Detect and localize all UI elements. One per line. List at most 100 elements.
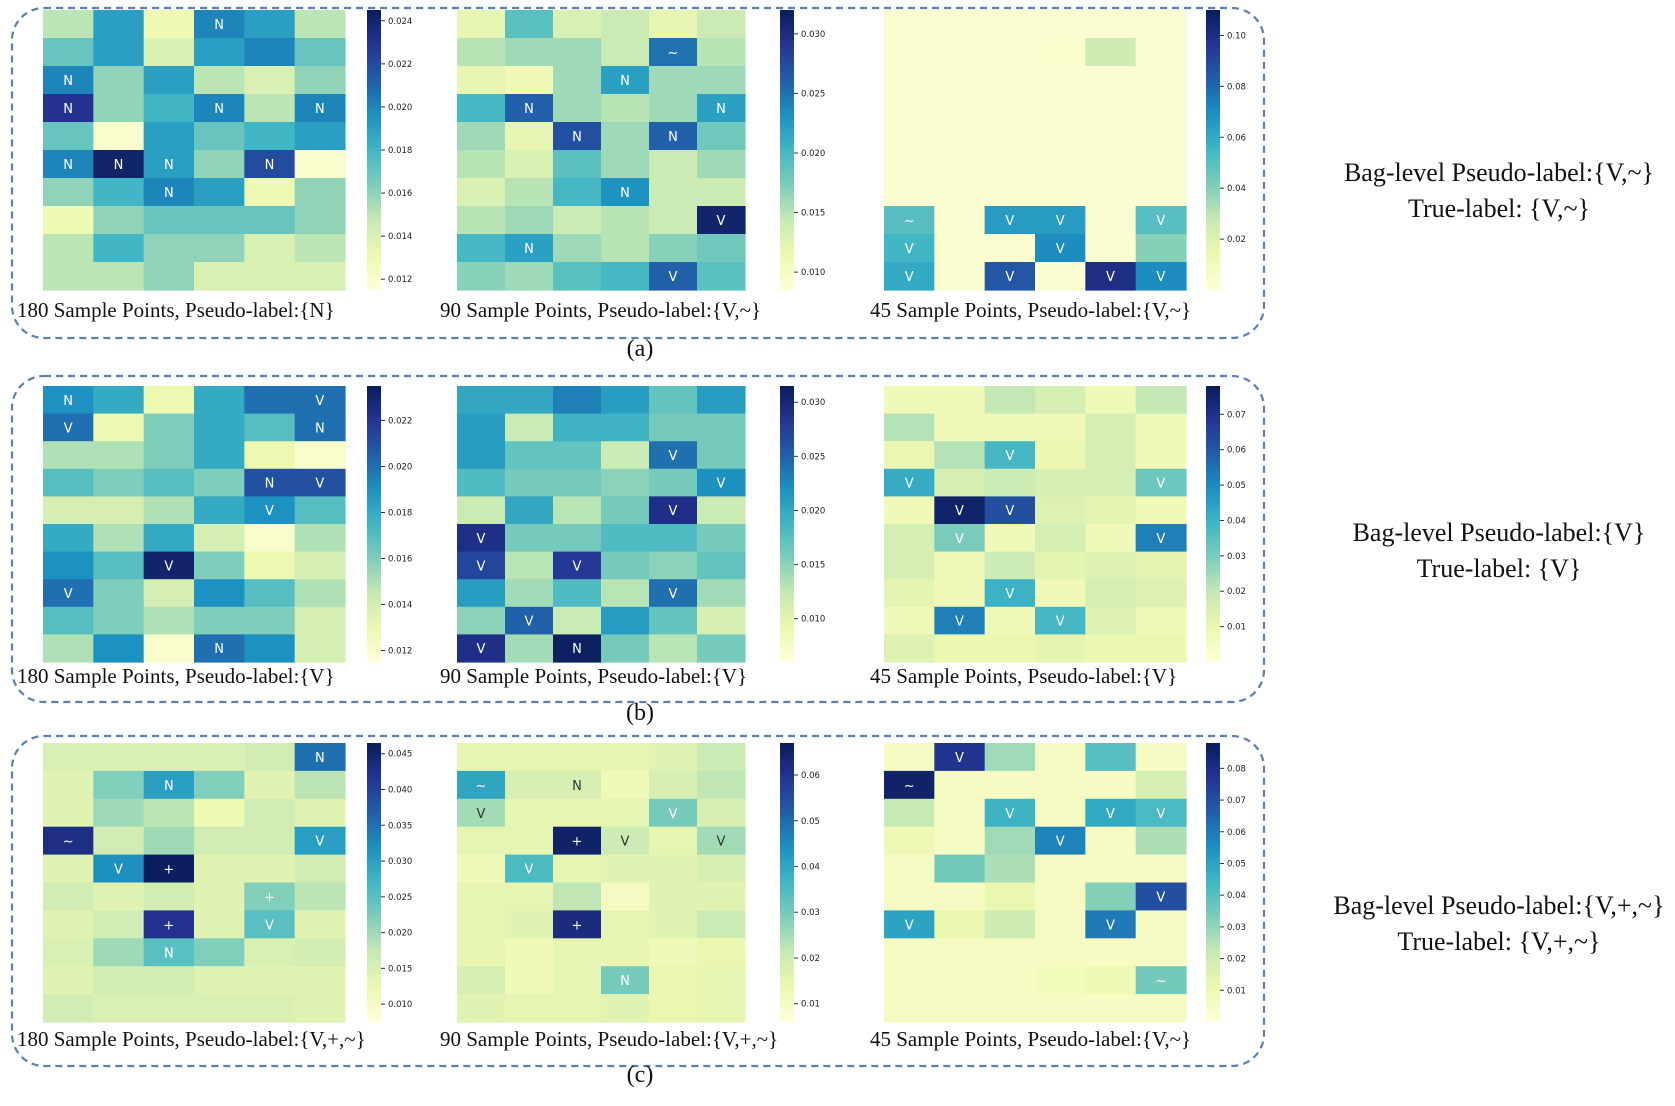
colorbar-tick-label: 0.014: [388, 232, 412, 242]
colorbar-tick-label: 0.025: [801, 89, 825, 99]
heatmap-cell: [649, 38, 698, 67]
cell-label: +: [163, 918, 174, 933]
heatmap-cell: [984, 634, 1036, 663]
cell-label: +: [163, 863, 174, 878]
heatmap-caption: 180 Sample Points, Pseudo-label:{N}: [17, 298, 335, 322]
heatmap-cell: [294, 579, 346, 608]
heatmap-cell: [43, 262, 94, 291]
heatmap-cell: [93, 206, 145, 235]
heatmap-cell: [1085, 10, 1137, 39]
heatmap-cell: [294, 386, 346, 415]
heatmap-cell: [553, 826, 602, 856]
heatmap-cell: [294, 66, 346, 95]
heatmap-cell: [194, 579, 245, 608]
heatmap-cell: [505, 122, 554, 151]
cell-label: V: [1156, 532, 1165, 547]
heatmap-cell: [934, 262, 986, 291]
heatmap-cell: [697, 206, 746, 235]
heatmap-cell: [457, 66, 506, 95]
heatmap-cell: [505, 966, 554, 995]
heatmap-cell: [934, 10, 986, 39]
heatmap-cell: [984, 122, 1036, 151]
heatmap-cell: [1085, 770, 1137, 800]
heatmap-cell: [194, 262, 245, 291]
heatmap-cell: [1085, 262, 1137, 291]
panel-label: (a): [627, 336, 654, 362]
cell-label: +: [572, 835, 583, 850]
heatmap-cell: [1085, 66, 1137, 95]
heatmap-cell: [984, 38, 1036, 67]
colorbar-tick-label: 0.040: [388, 786, 412, 796]
cell-label: ~: [668, 46, 679, 61]
heatmap-cell: [649, 206, 698, 235]
cell-label: V: [1056, 835, 1065, 850]
heatmap-cell: [1135, 770, 1187, 800]
heatmap-cell: [1035, 234, 1086, 263]
heatmap-cell: [553, 94, 602, 123]
heatmap-cell: [143, 770, 195, 800]
heatmap-cell: [553, 882, 602, 911]
heatmap-cell: [601, 634, 650, 663]
heatmap-cell: [244, 496, 296, 525]
panel-frame: [10, 374, 1266, 704]
heatmap-caption: 180 Sample Points, Pseudo-label:{V}: [17, 664, 335, 688]
heatmap-cell: [1085, 634, 1137, 663]
heatmap-cell: [244, 854, 296, 884]
cell-label: N: [164, 779, 174, 794]
heatmap-cell: [93, 743, 145, 772]
cell-label: V: [1056, 242, 1065, 257]
heatmap-caption: 45 Sample Points, Pseudo-label:{V}: [870, 664, 1177, 688]
heatmap-cell: [505, 938, 554, 967]
colorbar-tick-label: 0.015: [388, 964, 412, 974]
heatmap-cell: [884, 150, 935, 179]
heatmap-cell: [294, 938, 346, 967]
cell-label: V: [669, 270, 678, 285]
heatmap-cell: [984, 178, 1036, 207]
colorbar-tick-label: 0.020: [388, 929, 412, 939]
colorbar-tick-label: 0.018: [388, 509, 412, 519]
heatmap-cell: [194, 66, 245, 95]
heatmap-cell: [649, 386, 698, 415]
cell-label: N: [214, 102, 224, 117]
heatmap-cell: [553, 938, 602, 967]
heatmap-cell: [697, 178, 746, 207]
heatmap-cell: [934, 38, 986, 67]
heatmap-cell: [697, 798, 746, 828]
heatmap-cell: [93, 94, 145, 123]
cell-label: V: [477, 807, 486, 822]
cell-label: +: [572, 918, 583, 933]
heatmap-cell: [194, 854, 245, 884]
heatmap-cell: [984, 94, 1036, 123]
heatmap-cell: [697, 634, 746, 663]
heatmap-cell: [505, 743, 554, 772]
cell-label: V: [525, 863, 534, 878]
heatmap-cell: [143, 854, 195, 884]
heatmap-cell: [984, 579, 1036, 608]
heatmap-cell: [294, 122, 346, 151]
heatmap-cell: [43, 178, 94, 207]
heatmap-cell: [553, 798, 602, 828]
heatmap-cell: [194, 38, 245, 67]
heatmap-cell: [93, 66, 145, 95]
heatmap-cell: [244, 10, 296, 39]
heatmap-cell: [194, 441, 245, 470]
heatmap-cell: [93, 910, 145, 939]
heatmap-cell: [43, 234, 94, 263]
heatmap-cell: [984, 524, 1036, 553]
heatmap-cell: [43, 910, 94, 939]
heatmap-cell: [43, 150, 94, 179]
heatmap-cell: [697, 910, 746, 939]
heatmap-cell: [934, 66, 986, 95]
heatmap-cell: [294, 94, 346, 123]
heatmap-cell: [505, 66, 554, 95]
heatmap-cell: [601, 743, 650, 772]
heatmap-cell: [93, 524, 145, 553]
cell-label: V: [1005, 214, 1014, 229]
cell-label: V: [1106, 270, 1115, 285]
heatmap-cell: [244, 798, 296, 828]
heatmap-cell: [505, 262, 554, 291]
heatmap-cell: [294, 798, 346, 828]
heatmap-cell: [649, 122, 698, 151]
heatmap-cell: [1085, 94, 1137, 123]
